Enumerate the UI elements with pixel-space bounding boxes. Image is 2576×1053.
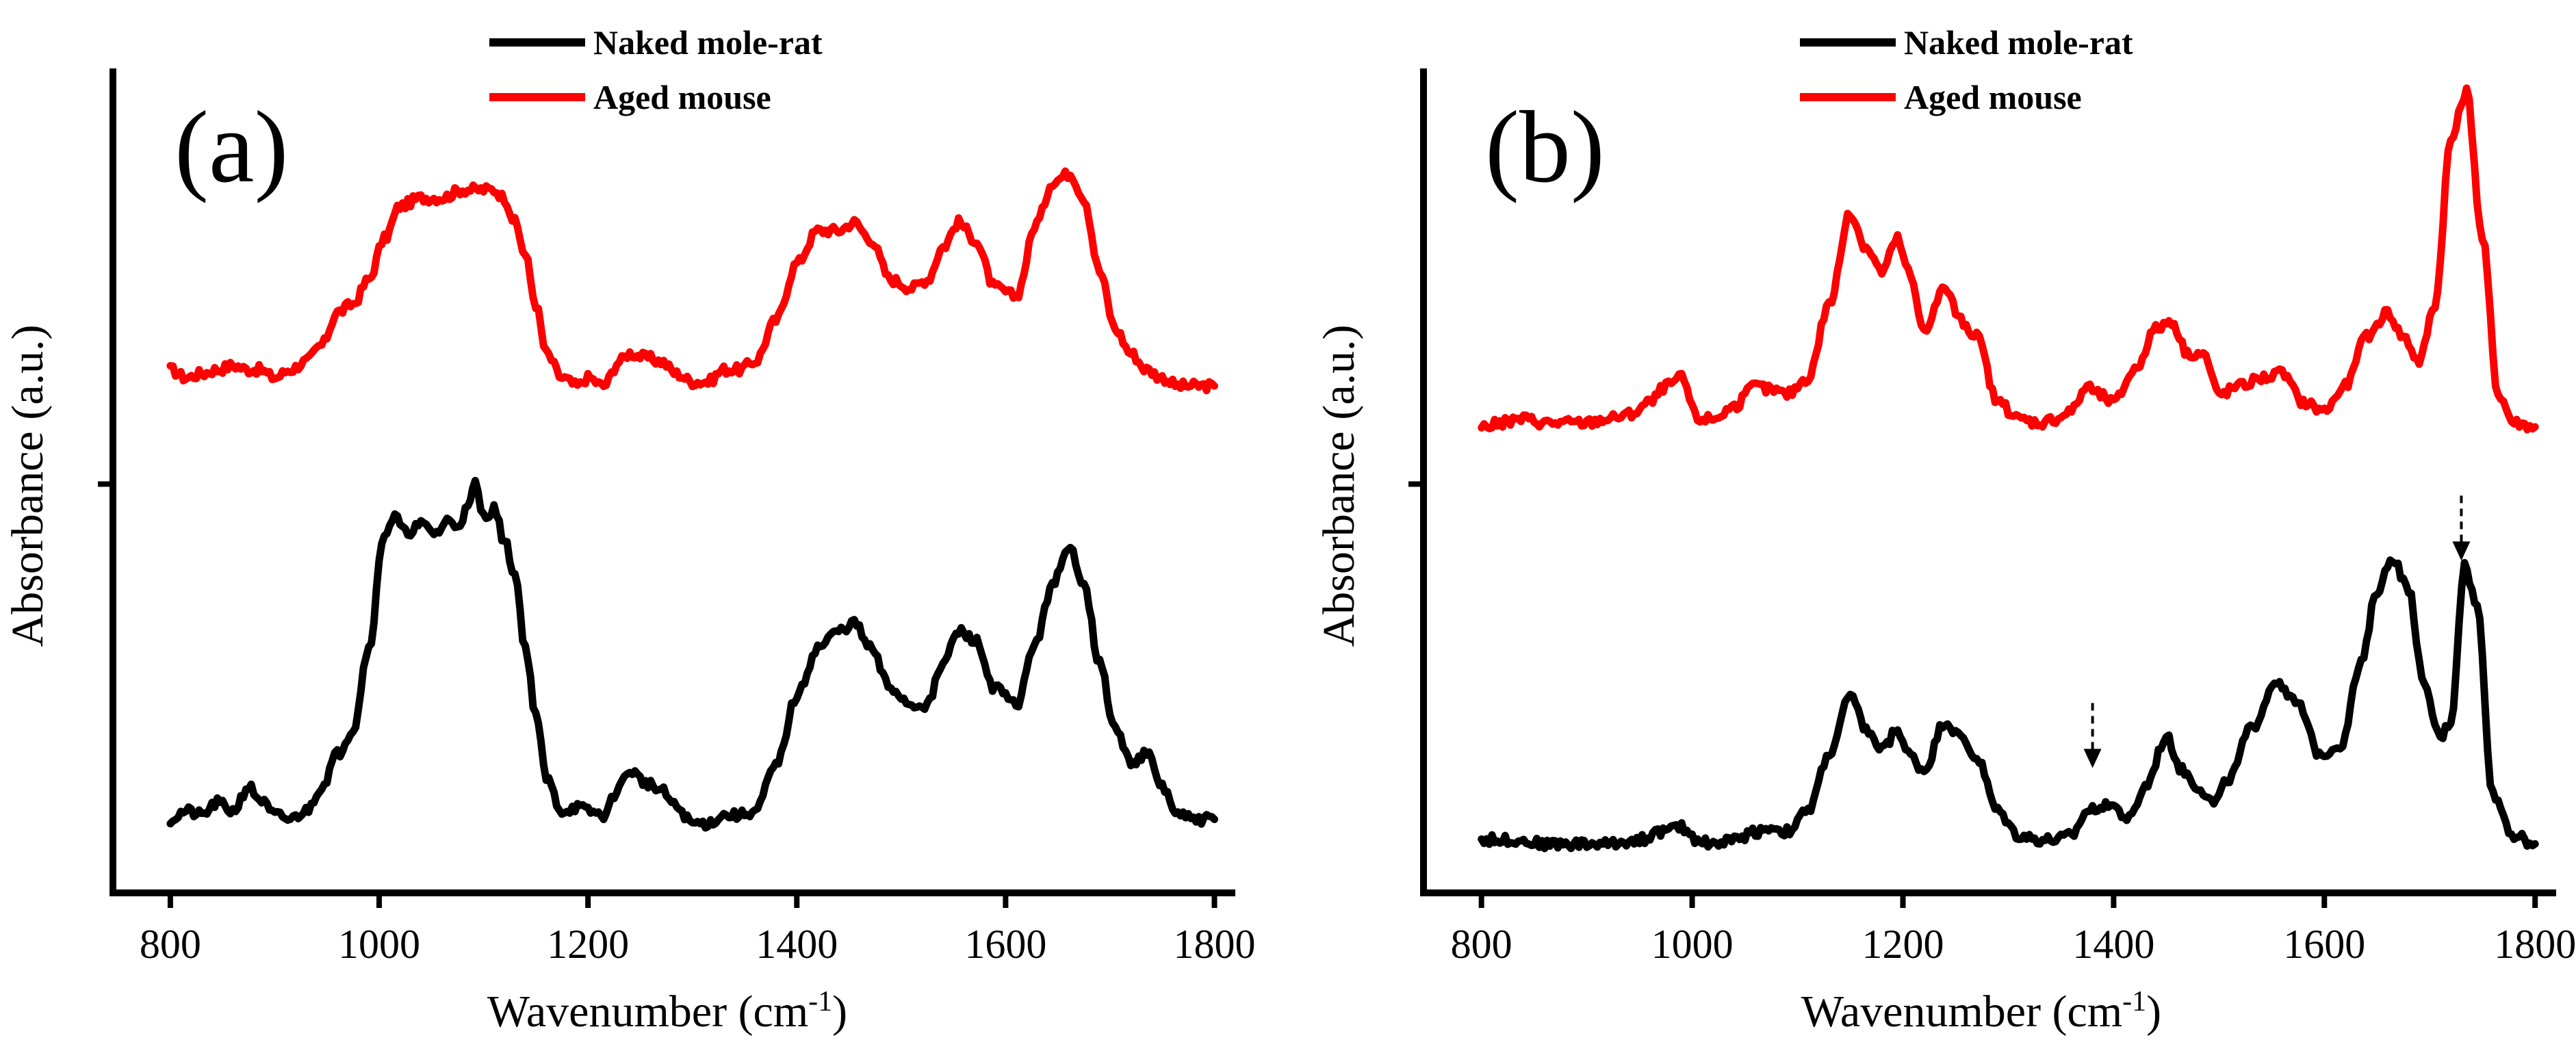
series-line-naked-mole-rat xyxy=(166,476,1218,832)
legend-label: Naked mole-rat xyxy=(1904,23,2133,62)
x-axis-label-main: Wavenumber (cm xyxy=(1801,987,2122,1037)
x-axis-label: Wavenumber (cm-1) xyxy=(487,986,847,1037)
legend-label: Naked mole-rat xyxy=(593,23,823,62)
legend: Naked mole-rat Aged mouse xyxy=(1800,23,2133,116)
series-group xyxy=(166,167,1218,832)
x-tick-label: 1200 xyxy=(547,922,629,967)
panel-b: (b) Absorbance (a.u.) Wavenumber (cm-1) … xyxy=(1314,23,2576,1037)
x-tick-label: 1600 xyxy=(2283,922,2365,967)
panel-label: (a) xyxy=(175,90,288,204)
x-ticks: 800 1000 1200 1400 1600 1800 xyxy=(1451,893,2576,967)
annotations xyxy=(2083,495,2471,768)
x-axis-label-close: ) xyxy=(2146,987,2161,1037)
panel-a: (a) Absorbance (a.u.) Wavenumber (cm-1) … xyxy=(3,23,1255,1037)
legend: Naked mole-rat Aged mouse xyxy=(489,23,823,116)
x-tick-label: 800 xyxy=(140,922,201,967)
y-axis-label: Absorbance (a.u.) xyxy=(1314,325,1364,647)
annotation-arrow xyxy=(2083,703,2102,768)
x-tick-label: 1400 xyxy=(756,922,838,967)
legend-label: Aged mouse xyxy=(593,78,771,116)
x-axis-label-main: Wavenumber (cm xyxy=(487,987,808,1037)
annotation-arrow-head xyxy=(2083,749,2102,768)
legend-item: Naked mole-rat xyxy=(489,23,823,62)
x-ticks: 800 1000 1200 1400 1600 1800 xyxy=(140,893,1255,967)
series-group xyxy=(1478,84,2539,853)
x-tick-label: 800 xyxy=(1451,922,1512,967)
legend-item: Aged mouse xyxy=(1800,78,2082,116)
x-tick-label: 1800 xyxy=(2494,922,2576,967)
legend-item: Aged mouse xyxy=(489,78,771,116)
series-line-naked-mole-rat xyxy=(1478,556,2539,853)
y-axis-label: Absorbance (a.u.) xyxy=(3,325,53,647)
panel-label: (b) xyxy=(1485,90,1605,204)
x-tick-label: 1400 xyxy=(2072,922,2154,967)
x-axis-label: Wavenumber (cm-1) xyxy=(1801,986,2161,1037)
legend-item: Naked mole-rat xyxy=(1800,23,2133,62)
x-axis-label-superscript: -1 xyxy=(2122,986,2146,1017)
x-tick-label: 1000 xyxy=(338,922,420,967)
annotation-arrow-head xyxy=(2452,541,2471,561)
annotation-arrow xyxy=(2452,495,2471,561)
x-tick-label: 1800 xyxy=(1173,922,1255,967)
x-axis-label-close: ) xyxy=(832,987,847,1037)
x-tick-label: 1600 xyxy=(964,922,1046,967)
x-tick-label: 1000 xyxy=(1651,922,1734,967)
x-axis-label-superscript: -1 xyxy=(808,986,832,1017)
series-line-aged-mouse xyxy=(1478,84,2539,434)
x-tick-label: 1200 xyxy=(1862,922,1944,967)
series-line-aged-mouse xyxy=(166,167,1218,395)
legend-label: Aged mouse xyxy=(1904,78,2082,116)
